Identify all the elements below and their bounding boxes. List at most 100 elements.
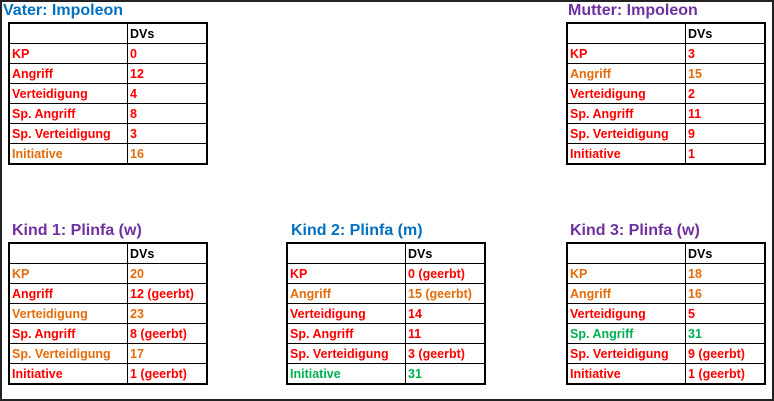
table-row: KP 0 (geerbt) <box>286 263 486 284</box>
stat-value: 0 (geerbt) <box>405 263 486 284</box>
table-row: Sp. Verteidigung 17 <box>8 343 208 364</box>
header-empty <box>8 242 128 264</box>
table-row: Angriff 15 (geerbt) <box>286 283 486 304</box>
stat-value: 4 <box>127 83 208 104</box>
stat-label: Angriff <box>566 283 686 304</box>
stat-value: 11 <box>405 323 486 344</box>
stat-label: KP <box>286 263 406 284</box>
stat-label: Verteidigung <box>566 83 686 104</box>
table-row: Angriff 15 <box>566 63 766 84</box>
header-dvs: DVs <box>685 242 766 264</box>
stat-label: Angriff <box>566 63 686 84</box>
stat-value: 9 (geerbt) <box>685 343 766 364</box>
stat-label: Sp. Angriff <box>286 323 406 344</box>
stat-label: Angriff <box>8 283 128 304</box>
stat-value: 14 <box>405 303 486 324</box>
header-empty <box>286 242 406 264</box>
mutter-title: Mutter: Impoleon <box>568 2 698 19</box>
vater-table: DVs KP 0 Angriff 12 Verteidigung 4 Sp. Angriff 8… <box>8 22 208 165</box>
stat-label: Sp. Angriff <box>8 103 128 124</box>
table-row: Initiative 31 <box>286 363 486 385</box>
stat-label: Sp. Angriff <box>566 103 686 124</box>
stat-label: Sp. Angriff <box>8 323 128 344</box>
table-row: Verteidigung 14 <box>286 303 486 324</box>
header-dvs: DVs <box>127 242 208 264</box>
table-row: Initiative 1 (geerbt) <box>8 363 208 385</box>
stat-value: 11 <box>685 103 766 124</box>
stat-value: 15 <box>685 63 766 84</box>
stat-label: Angriff <box>286 283 406 304</box>
stat-label: Verteidigung <box>286 303 406 324</box>
stat-label: Sp. Verteidigung <box>8 123 128 144</box>
stat-label: Verteidigung <box>566 303 686 324</box>
stat-value: 3 <box>685 43 766 64</box>
kind2-table: DVs KP 0 (geerbt) Angriff 15 (geerbt) Verteid… <box>286 242 486 385</box>
stat-value: 31 <box>405 363 486 385</box>
stat-value: 3 <box>127 123 208 144</box>
table-row: Initiative 16 <box>8 143 208 165</box>
kind1-title: Kind 1: Plinfa (w) <box>12 222 142 239</box>
table-row: Verteidigung 4 <box>8 83 208 104</box>
header-empty <box>566 22 686 44</box>
vater-title: Vater: Impoleon <box>3 2 124 19</box>
stat-value: 16 <box>127 143 208 165</box>
stat-value: 12 (geerbt) <box>127 283 208 304</box>
stat-label: KP <box>8 263 128 284</box>
stat-label: Sp. Angriff <box>566 323 686 344</box>
table-header-row: DVs <box>566 22 766 44</box>
table-row: Verteidigung 2 <box>566 83 766 104</box>
stat-value: 23 <box>127 303 208 324</box>
stat-value: 16 <box>685 283 766 304</box>
stat-value: 3 (geerbt) <box>405 343 486 364</box>
stat-value: 1 (geerbt) <box>685 363 766 385</box>
stat-label: Initiative <box>8 143 128 165</box>
stat-value: 8 (geerbt) <box>127 323 208 344</box>
header-empty <box>8 22 128 44</box>
stat-value: 0 <box>127 43 208 64</box>
table-row: Sp. Angriff 8 <box>8 103 208 124</box>
stat-value: 8 <box>127 103 208 124</box>
table-row: Verteidigung 5 <box>566 303 766 324</box>
table-row: Angriff 12 (geerbt) <box>8 283 208 304</box>
stat-label: Sp. Verteidigung <box>566 123 686 144</box>
stat-label: KP <box>566 43 686 64</box>
stat-value: 2 <box>685 83 766 104</box>
header-empty <box>566 242 686 264</box>
stat-value: 1 (geerbt) <box>127 363 208 385</box>
table-row: Initiative 1 <box>566 143 766 165</box>
stat-value: 1 <box>685 143 766 165</box>
header-dvs: DVs <box>685 22 766 44</box>
table-row: Sp. Angriff 11 <box>286 323 486 344</box>
table-row: Sp. Angriff 8 (geerbt) <box>8 323 208 344</box>
table-row: KP 0 <box>8 43 208 64</box>
table-row: Initiative 1 (geerbt) <box>566 363 766 385</box>
stat-value: 17 <box>127 343 208 364</box>
stat-label: Initiative <box>566 363 686 385</box>
table-row: KP 18 <box>566 263 766 284</box>
stat-value: 5 <box>685 303 766 324</box>
stat-label: Initiative <box>566 143 686 165</box>
stat-label: Sp. Verteidigung <box>286 343 406 364</box>
stat-label: Initiative <box>286 363 406 385</box>
stat-label: KP <box>8 43 128 64</box>
table-row: Sp. Angriff 11 <box>566 103 766 124</box>
kind1-table: DVs KP 20 Angriff 12 (geerbt) Verteidigung 23 S… <box>8 242 208 385</box>
table-row: Angriff 12 <box>8 63 208 84</box>
stat-label: Angriff <box>8 63 128 84</box>
mutter-table: DVs KP 3 Angriff 15 Verteidigung 2 Sp. Angriff 1… <box>566 22 766 165</box>
table-row: KP 20 <box>8 263 208 284</box>
kind3-title: Kind 3: Plinfa (w) <box>570 222 700 239</box>
stat-label: KP <box>566 263 686 284</box>
kind3-table: DVs KP 18 Angriff 16 Verteidigung 5 Sp. Angriff… <box>566 242 766 385</box>
stat-label: Sp. Verteidigung <box>8 343 128 364</box>
stat-label: Verteidigung <box>8 83 128 104</box>
stat-value: 31 <box>685 323 766 344</box>
stat-value: 15 (geerbt) <box>405 283 486 304</box>
stat-value: 20 <box>127 263 208 284</box>
stat-label: Initiative <box>8 363 128 385</box>
table-row: KP 3 <box>566 43 766 64</box>
table-row: Sp. Verteidigung 9 <box>566 123 766 144</box>
table-row: Verteidigung 23 <box>8 303 208 324</box>
header-dvs: DVs <box>405 242 486 264</box>
